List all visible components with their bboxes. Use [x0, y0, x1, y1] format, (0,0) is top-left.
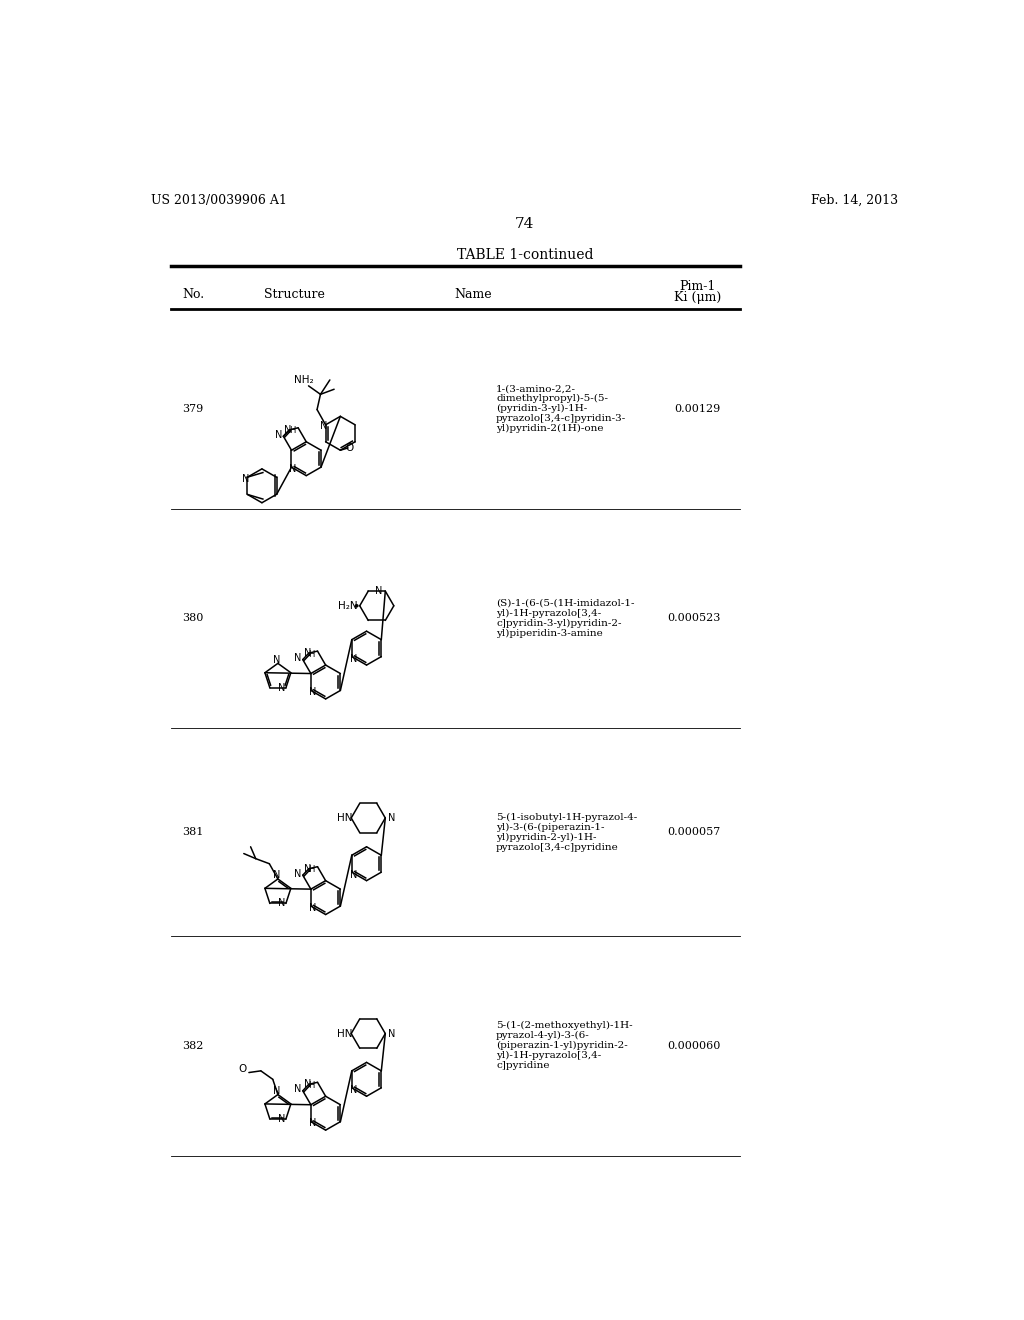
Text: c]pyridin-3-yl)pyridin-2-: c]pyridin-3-yl)pyridin-2- — [496, 619, 622, 628]
Text: (S)-1-(6-(5-(1H-imidazol-1-: (S)-1-(6-(5-(1H-imidazol-1- — [496, 599, 635, 609]
Text: yl)-3-(6-(piperazin-1-: yl)-3-(6-(piperazin-1- — [496, 822, 604, 832]
Text: O: O — [239, 1064, 247, 1073]
Text: 0.000060: 0.000060 — [668, 1041, 721, 1051]
Text: US 2013/0039906 A1: US 2013/0039906 A1 — [152, 194, 287, 207]
Text: Structure: Structure — [264, 288, 325, 301]
Text: O: O — [345, 444, 353, 453]
Text: N: N — [275, 430, 283, 440]
Text: 0.000523: 0.000523 — [668, 614, 721, 623]
Text: 0.00129: 0.00129 — [675, 404, 721, 413]
Text: Name: Name — [454, 288, 492, 301]
Text: H: H — [308, 866, 314, 874]
Text: N: N — [278, 682, 285, 693]
Text: 381: 381 — [182, 828, 204, 837]
Text: pyrazol-4-yl)-3-(6-: pyrazol-4-yl)-3-(6- — [496, 1031, 590, 1040]
Text: HN: HN — [337, 813, 352, 822]
Text: HN: HN — [337, 1028, 352, 1039]
Text: c]pyridine: c]pyridine — [496, 1061, 550, 1071]
Text: N: N — [242, 474, 249, 484]
Text: pyrazolo[3,4-c]pyridine: pyrazolo[3,4-c]pyridine — [496, 842, 618, 851]
Text: N: N — [295, 869, 302, 879]
Text: N: N — [295, 1084, 302, 1094]
Text: N: N — [308, 1118, 316, 1129]
Text: H: H — [308, 649, 314, 659]
Text: No.: No. — [182, 288, 205, 301]
Text: Feb. 14, 2013: Feb. 14, 2013 — [811, 194, 898, 207]
Text: N: N — [349, 870, 357, 879]
Text: H: H — [289, 426, 295, 436]
Text: 1-(3-amino-2,2-: 1-(3-amino-2,2- — [496, 384, 577, 393]
Text: N: N — [319, 421, 327, 432]
Text: N: N — [303, 648, 311, 659]
Text: (pyridin-3-yl)-1H-: (pyridin-3-yl)-1H- — [496, 404, 588, 413]
Text: Pim-1: Pim-1 — [680, 280, 716, 293]
Text: N: N — [349, 1085, 357, 1096]
Text: H₂N: H₂N — [338, 601, 357, 611]
Text: N: N — [278, 899, 285, 908]
Text: H: H — [308, 1081, 314, 1090]
Text: N: N — [303, 863, 311, 874]
Text: NH₂: NH₂ — [294, 375, 313, 385]
Text: N: N — [349, 653, 357, 664]
Text: yl)pyridin-2-yl)-1H-: yl)pyridin-2-yl)-1H- — [496, 833, 597, 842]
Text: N: N — [308, 686, 316, 697]
Text: N: N — [295, 653, 302, 663]
Text: (piperazin-1-yl)pyridin-2-: (piperazin-1-yl)pyridin-2- — [496, 1041, 628, 1051]
Text: N: N — [388, 1028, 395, 1039]
Text: N: N — [388, 813, 395, 822]
Text: N: N — [285, 425, 292, 434]
Text: 5-(1-isobutyl-1H-pyrazol-4-: 5-(1-isobutyl-1H-pyrazol-4- — [496, 813, 637, 821]
Text: N: N — [290, 463, 297, 474]
Text: 382: 382 — [182, 1041, 204, 1051]
Text: pyrazolo[3,4-c]pyridin-3-: pyrazolo[3,4-c]pyridin-3- — [496, 414, 627, 424]
Text: TABLE 1-continued: TABLE 1-continued — [457, 248, 593, 261]
Text: 5-(1-(2-methoxyethyl)-1H-: 5-(1-(2-methoxyethyl)-1H- — [496, 1022, 633, 1031]
Text: N: N — [272, 870, 280, 880]
Text: N: N — [272, 1086, 280, 1096]
Text: N: N — [308, 903, 316, 912]
Text: 74: 74 — [515, 216, 535, 231]
Text: 380: 380 — [182, 614, 204, 623]
Text: N: N — [303, 1080, 311, 1089]
Text: dimethylpropyl)-5-(5-: dimethylpropyl)-5-(5- — [496, 395, 608, 403]
Text: N: N — [376, 586, 383, 597]
Text: yl)pyridin-2(1H)-one: yl)pyridin-2(1H)-one — [496, 424, 603, 433]
Text: N: N — [272, 655, 280, 664]
Text: N: N — [278, 1114, 285, 1125]
Text: 379: 379 — [182, 404, 204, 413]
Text: 0.000057: 0.000057 — [668, 828, 721, 837]
Text: yl)-1H-pyrazolo[3,4-: yl)-1H-pyrazolo[3,4- — [496, 609, 601, 618]
Text: yl)piperidin-3-amine: yl)piperidin-3-amine — [496, 628, 603, 638]
Text: yl)-1H-pyrazolo[3,4-: yl)-1H-pyrazolo[3,4- — [496, 1051, 601, 1060]
Text: Ki (μm): Ki (μm) — [674, 290, 721, 304]
